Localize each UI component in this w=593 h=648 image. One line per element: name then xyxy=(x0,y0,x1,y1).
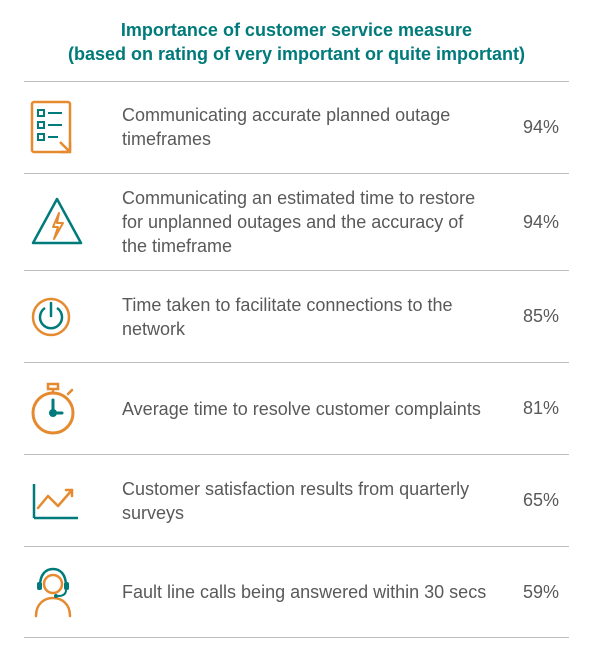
measure-label: Fault line calls being answered within 3… xyxy=(100,580,503,604)
table-row: Customer satisfaction results from quart… xyxy=(24,454,569,546)
infographic-container: Importance of customer service measure (… xyxy=(0,0,593,648)
headset-operator-icon xyxy=(28,564,100,620)
measure-value: 94% xyxy=(503,117,565,138)
title-line-2: (based on rating of very important or qu… xyxy=(68,44,525,64)
trend-chart-icon xyxy=(28,478,100,524)
measure-value: 81% xyxy=(503,398,565,419)
measure-label: Communicating accurate planned outage ti… xyxy=(100,103,503,152)
measure-label: Communicating an estimated time to resto… xyxy=(100,186,503,259)
table-row: Communicating accurate planned outage ti… xyxy=(24,81,569,173)
measure-label: Customer satisfaction results from quart… xyxy=(100,477,503,526)
power-button-icon xyxy=(28,294,100,340)
stopwatch-icon xyxy=(28,380,100,438)
measure-table: Communicating accurate planned outage ti… xyxy=(24,81,569,639)
measure-label: Time taken to facilitate connections to … xyxy=(100,293,503,342)
table-row: Communicating an estimated time to resto… xyxy=(24,173,569,271)
table-row: Time taken to facilitate connections to … xyxy=(24,270,569,362)
checklist-document-icon xyxy=(28,98,100,156)
measure-value: 94% xyxy=(503,212,565,233)
title-line-1: Importance of customer service measure xyxy=(121,20,472,40)
table-row: Fault line calls being answered within 3… xyxy=(24,546,569,638)
measure-value: 59% xyxy=(503,582,565,603)
table-row: Average time to resolve customer complai… xyxy=(24,362,569,454)
measure-label: Average time to resolve customer complai… xyxy=(100,397,503,421)
page-title: Importance of customer service measure (… xyxy=(24,18,569,67)
electric-warning-icon xyxy=(28,193,100,251)
measure-value: 85% xyxy=(503,306,565,327)
measure-value: 65% xyxy=(503,490,565,511)
